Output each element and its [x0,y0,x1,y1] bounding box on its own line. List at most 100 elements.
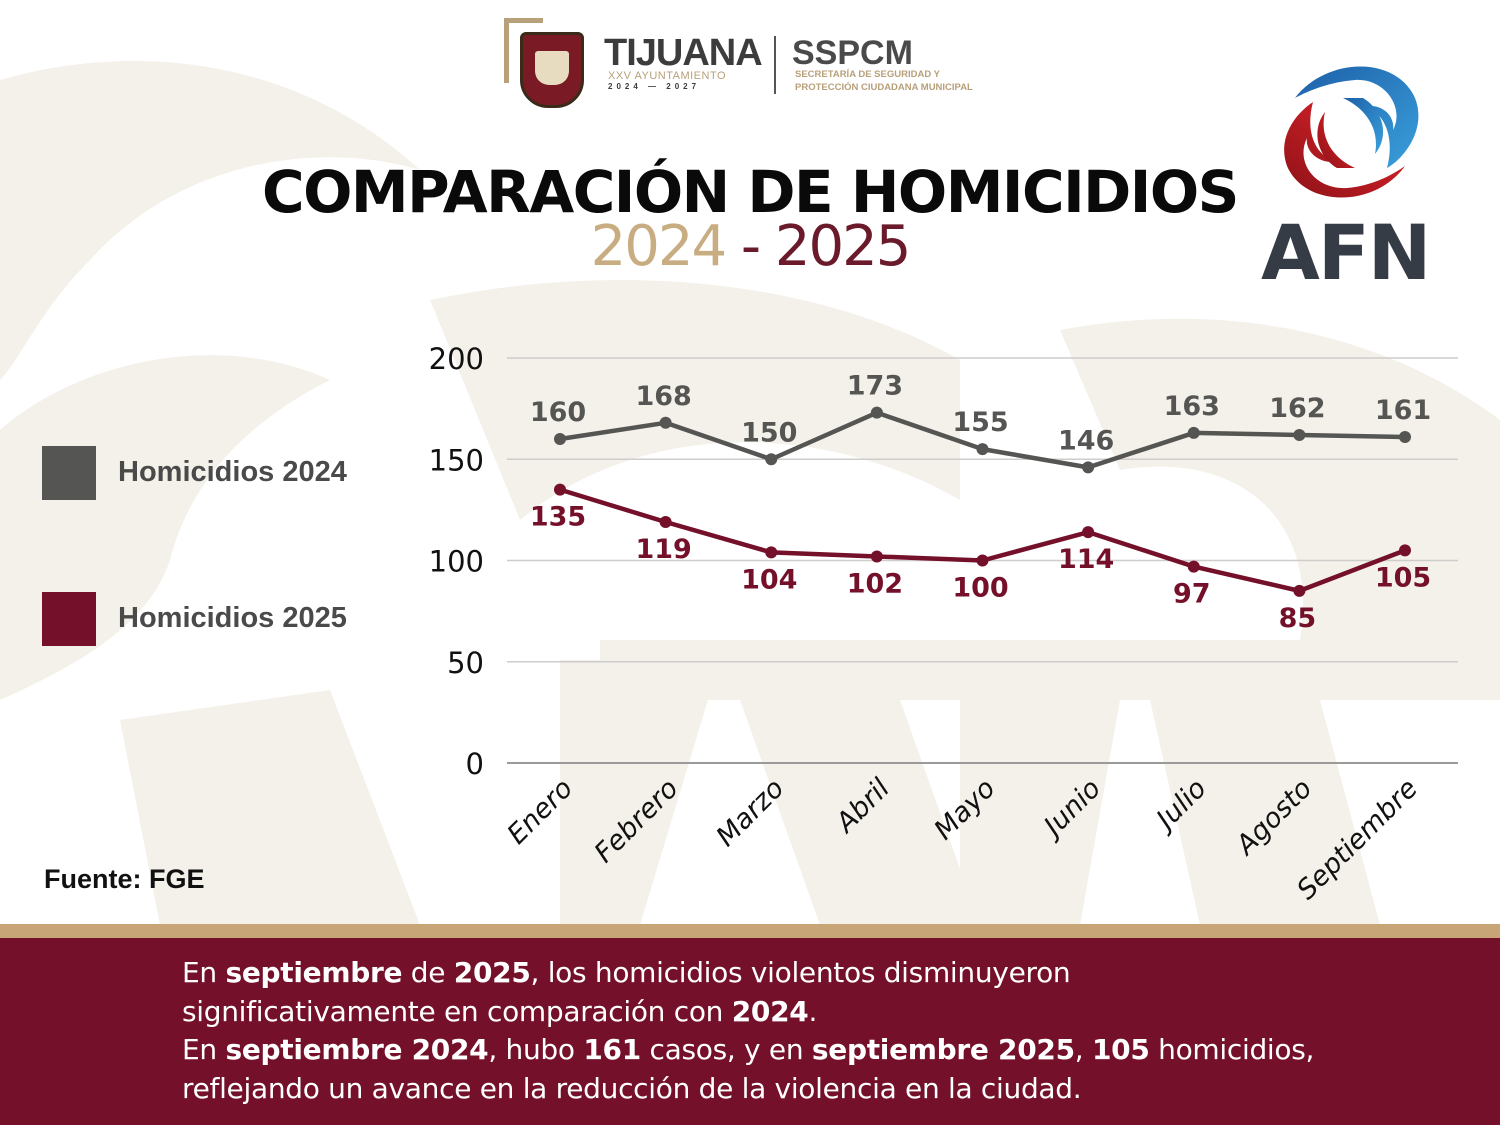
data-point [554,433,566,445]
subtitle-separator: - [725,214,775,279]
series-lines [554,406,1411,597]
legend-swatch-2025 [42,592,96,646]
data-label: 150 [741,417,797,448]
x-tick-label: Enero [502,773,579,850]
logo-divider [774,36,776,94]
swirl-logo-icon [1284,66,1419,198]
data-point [870,406,883,419]
data-point [870,550,883,563]
y-tick-label: 100 [429,545,484,579]
x-tick-label: Abril [829,773,896,840]
footer-accent-stripe [0,924,1500,938]
legend-label-2025: Homicidios 2025 [118,602,347,634]
page-title: COMPARACIÓN DE HOMICIDIOS [262,158,1239,226]
data-label: 155 [952,407,1008,438]
y-tick-label: 0 [466,747,484,781]
x-tick-label: Febrero [589,773,685,869]
data-point [659,516,672,529]
data-label: 105 [1375,562,1431,593]
source-note: Fuente: FGE [44,864,205,894]
data-point [1399,430,1411,443]
x-tick-label: Mayo [928,773,1001,846]
y-tick-label: 200 [429,342,484,376]
footer-summary: En septiembre de 2025, los homicidios vi… [182,954,1332,1108]
footer-text-run: de [402,956,454,989]
agency-subtitle-line1: SECRETARÍA DE SEGURIDAD Y [795,69,940,80]
x-tick-label: Junio [1035,773,1107,845]
footer-emphasis: 2024 [731,994,809,1028]
data-label: 102 [847,568,903,599]
data-point [1187,560,1200,573]
data-label: 85 [1279,603,1317,634]
data-label: 119 [635,534,691,565]
data-label: 104 [741,564,797,595]
x-tick-label: Agosto [1229,773,1318,862]
background-pattern [0,60,1500,925]
footer-text-run: casos, y en [640,1033,812,1066]
data-label: 160 [530,397,586,428]
data-label: 135 [530,502,586,533]
legend-label-2024: Homicidios 2024 [118,456,347,488]
footer-emphasis: 105 [1091,1033,1150,1066]
data-label: 161 [1375,395,1431,426]
x-tick-label: Marzo [711,773,791,853]
coat-of-arms-icon [520,32,584,108]
afn-logo: AFN [1255,58,1445,298]
municipality-name: TIJUANA [604,32,763,74]
data-label: 162 [1269,393,1325,424]
y-axis-ticks: 0 50 100 150 200 [429,342,484,781]
footer-paragraph-2: En septiembre 2024, hubo 161 casos, y en… [182,1031,1332,1108]
data-point [659,416,672,429]
data-point [1082,461,1095,474]
footer-text-run: , hubo [488,1033,584,1066]
footer-text-run: . [808,994,818,1028]
y-tick-label: 50 [447,646,484,680]
subtitle-year-from: 2024 [590,214,728,279]
data-label: 97 [1173,579,1211,610]
afn-wordmark: AFN [1261,208,1431,297]
logo-bracket-decoration [504,18,543,83]
footer-text-run: , [1074,1033,1092,1066]
data-point [1082,526,1095,539]
data-point [976,443,989,456]
footer-text-run: , los homicidios violentos disminuyeron … [182,956,1071,1028]
footer-emphasis: septiembre 2024 [225,1033,489,1066]
data-point [765,546,778,559]
footer-text-run: En [182,956,226,989]
x-tick-label: Julio [1147,773,1212,838]
data-label: 100 [952,573,1008,604]
agency-subtitle-line2: PROTECCIÓN CIUDADANA MUNICIPAL [795,82,973,93]
municipality-subtitle: XXV AYUNTAMIENTO [608,70,727,82]
data-label: 114 [1058,544,1114,575]
footer-emphasis: 2025 [453,956,531,989]
data-point [1399,544,1411,557]
legend-item-2025: Homicidios 2025 [42,592,382,646]
legend-item-2024: Homicidios 2024 [42,446,382,500]
x-axis-ticks: Enero Febrero Marzo Abril Mayo Junio Julio Agos… [502,773,1424,906]
page-subtitle: 2024 - 2025 [0,214,1500,279]
data-label: 163 [1164,391,1220,422]
data-point [1293,428,1306,441]
legend-swatch-2024 [42,446,96,500]
subtitle-year-to: 2025 [774,214,912,279]
line-chart: 0 50 100 150 200 Enero Febrero Marzo Abril Mayo J… [429,342,1458,906]
data-point [1293,584,1306,597]
agency-name: SSPCM [792,34,913,72]
footer-text-run: En [182,1033,226,1066]
data-label: 173 [847,371,903,402]
footer-emphasis: 161 [583,1033,641,1066]
footer-emphasis: septiembre [225,956,403,989]
footer-emphasis: septiembre 2025 [811,1033,1075,1066]
data-point [1187,426,1200,439]
data-labels: 160 168 150 173 155 146 163 162 161 135 119 104 102 1… [530,371,1431,634]
data-point [976,554,989,567]
municipality-term: 2024 — 2027 [608,82,701,91]
footer-banner: En septiembre de 2025, los homicidios vi… [0,938,1500,1125]
data-label: 168 [635,381,691,412]
footer-text-run: homicidios, reflejando un avance en la r… [182,1033,1315,1105]
data-label: 146 [1058,425,1114,456]
y-tick-label: 150 [429,443,484,477]
footer-paragraph-1: En septiembre de 2025, los homicidios vi… [182,954,1332,1031]
tijuana-sspcm-logo: TIJUANA XXV AYUNTAMIENTO 2024 — 2027 SSP… [500,14,1010,114]
data-point [765,453,778,466]
